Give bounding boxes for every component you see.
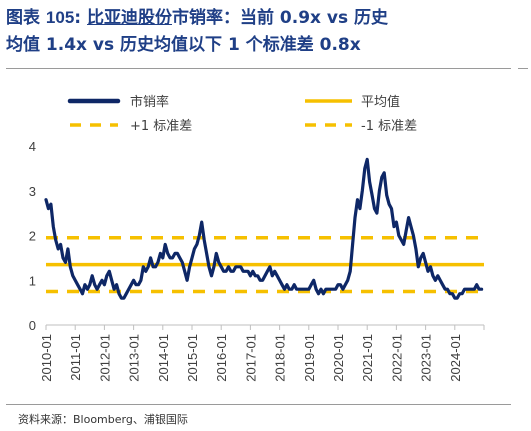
plot-area: 0 1 2 3 4 2010-01 2011-01 2012-01 2013-01 2014-01… xyxy=(29,139,485,382)
chart-title: 图表 105: 比亚迪股份市销率：当前 0.9x vs 历史 均值 1.4x v… xyxy=(6,4,511,59)
x-tick-label: 2017-01 xyxy=(243,334,258,382)
series-line-ps-ratio xyxy=(44,157,484,300)
title-company: 比亚迪股份 xyxy=(87,8,173,28)
legend-label-mean: 平均值 xyxy=(361,94,400,110)
x-tick-label: 2014-01 xyxy=(156,334,171,382)
x-tick-label: 2011-01 xyxy=(68,334,83,381)
title-number: 105 xyxy=(45,8,75,27)
x-tick-label: 2022-01 xyxy=(389,334,404,382)
x-tick-label: 2020-01 xyxy=(331,334,346,382)
side-rule xyxy=(518,68,528,69)
legend-label-lower: -1 标准差 xyxy=(361,119,417,134)
x-tick-label: 2024-01 xyxy=(448,334,463,382)
x-tick-label: 2012-01 xyxy=(97,334,112,382)
y-tick-label: 0 xyxy=(29,318,36,333)
x-tick-label: 2018-01 xyxy=(273,334,288,382)
x-tick-label: 2010-01 xyxy=(39,334,54,382)
x-tick-label: 2015-01 xyxy=(185,334,200,382)
x-tick-label: 2013-01 xyxy=(127,334,142,382)
title-prefix: 图表 xyxy=(6,8,46,28)
y-tick-label: 4 xyxy=(29,139,36,154)
legend: 市销率 平均值 +1 标准差 -1 标准差 xyxy=(67,94,417,134)
x-tick-label: 2023-01 xyxy=(419,334,434,382)
y-tick-label: 2 xyxy=(29,229,36,244)
legend-label-upper: +1 标准差 xyxy=(130,119,192,134)
source-note: 资料来源：Bloomberg、浦银国际 xyxy=(18,413,188,426)
legend-label-series: 市销率 xyxy=(130,94,169,110)
title-colon: : xyxy=(74,8,88,28)
y-tick-label: 3 xyxy=(29,184,36,199)
x-tick-label: 2016-01 xyxy=(214,334,229,382)
y-tick-label: 1 xyxy=(29,273,36,288)
top-rule xyxy=(6,68,511,69)
x-tick-label: 2019-01 xyxy=(302,334,317,382)
bottom-rule xyxy=(6,404,511,405)
title-line2: 均值 1.4x vs 历史均值以下 1 个标准差 0.8x xyxy=(6,35,361,55)
x-tick-label: 2021-01 xyxy=(360,334,375,382)
title-line1-rest: 市销率：当前 0.9x vs 历史 xyxy=(172,8,389,28)
